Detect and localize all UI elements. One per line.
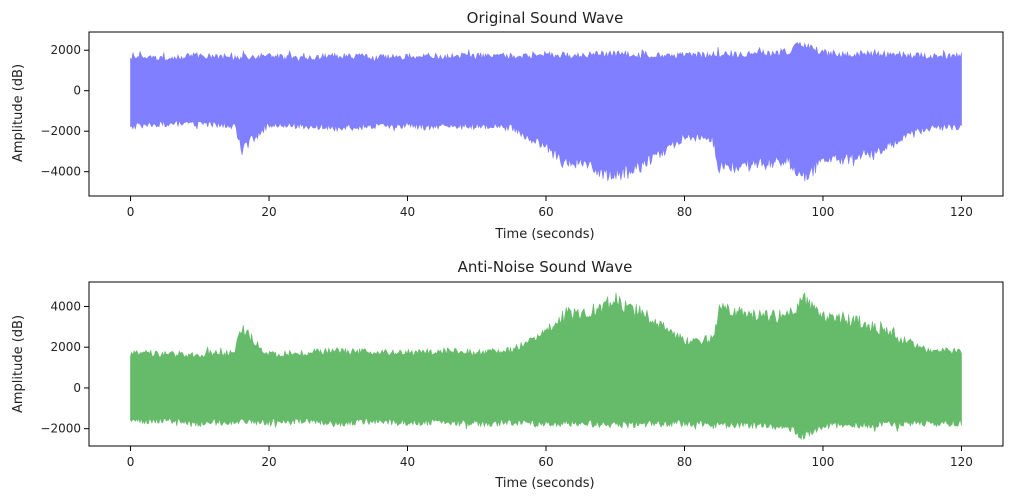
y-tick-label: 0 bbox=[73, 84, 81, 98]
x-axis-label: Time (seconds) bbox=[494, 227, 594, 242]
y-tick-label: 2000 bbox=[50, 43, 81, 57]
x-tick-label: 120 bbox=[950, 455, 973, 469]
x-tick-label: 80 bbox=[677, 455, 692, 469]
x-tick-label: 60 bbox=[538, 455, 553, 469]
x-tick-label: 40 bbox=[400, 455, 415, 469]
chart-title: Anti-Noise Sound Wave bbox=[458, 258, 633, 276]
y-axis: −2000 0 2000 4000 bbox=[40, 299, 89, 436]
waveform-series bbox=[130, 292, 962, 441]
x-tick-label: 100 bbox=[812, 455, 835, 469]
x-tick-label: 100 bbox=[812, 205, 835, 219]
x-tick-label: 20 bbox=[261, 205, 276, 219]
x-tick-label: 120 bbox=[950, 205, 973, 219]
x-tick-label: 0 bbox=[127, 455, 135, 469]
x-axis-label: Time (seconds) bbox=[494, 476, 594, 491]
x-tick-label: 20 bbox=[261, 455, 276, 469]
y-tick-label: −2000 bbox=[40, 124, 81, 138]
x-axis: 0 20 40 60 80 100 120 bbox=[127, 196, 973, 219]
chart-title: Original Sound Wave bbox=[467, 9, 624, 27]
y-tick-label: −2000 bbox=[40, 422, 81, 436]
y-tick-label: 2000 bbox=[50, 340, 81, 354]
x-tick-label: 40 bbox=[400, 205, 415, 219]
x-tick-label: 80 bbox=[677, 205, 692, 219]
y-tick-label: 0 bbox=[73, 381, 81, 395]
x-tick-label: 0 bbox=[127, 205, 135, 219]
y-tick-label: −4000 bbox=[40, 165, 81, 179]
y-tick-label: 4000 bbox=[50, 299, 81, 313]
x-axis: 0 20 40 60 80 100 120 bbox=[127, 446, 973, 469]
chart-original-sound-wave: Original Sound Wave 0 20 40 60 80 100 120 −400… bbox=[11, 9, 1004, 242]
waveform-series bbox=[130, 41, 962, 182]
plot-area bbox=[88, 31, 1004, 197]
y-axis-label: Amplitude (dB) bbox=[11, 64, 26, 162]
y-axis: −4000 −2000 0 2000 bbox=[40, 43, 89, 179]
chart-anti-noise-sound-wave: Anti-Noise Sound Wave 0 20 40 60 80 100 120 −2… bbox=[11, 258, 1004, 491]
plot-area bbox=[88, 281, 1004, 447]
y-axis-label: Amplitude (dB) bbox=[11, 315, 26, 413]
x-tick-label: 60 bbox=[538, 205, 553, 219]
